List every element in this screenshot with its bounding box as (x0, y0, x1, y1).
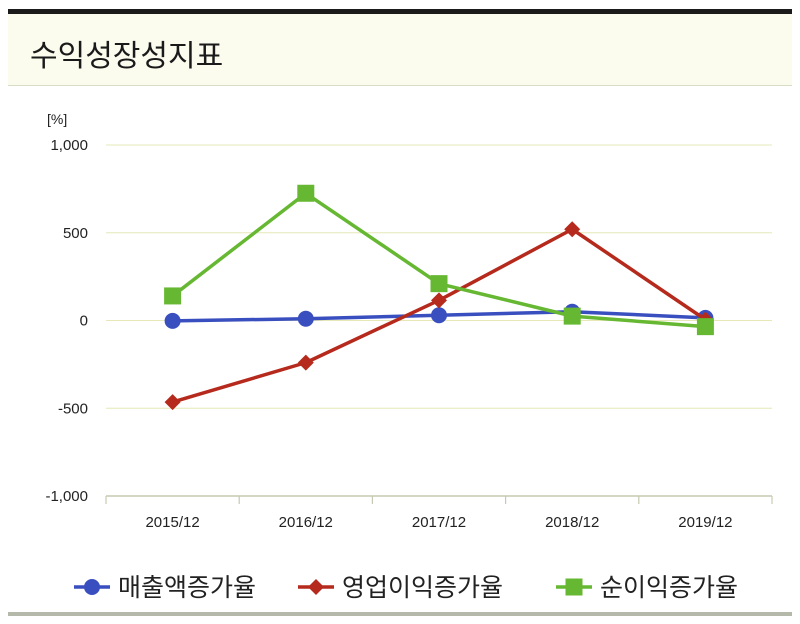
x-tick-label: 2017/12 (412, 514, 466, 531)
legend: 매출액증가율 영업이익증가율 순이익증가율 (74, 573, 738, 602)
legend-label: 매출액증가율 (118, 573, 256, 602)
series-2 (164, 221, 714, 411)
series-3 (164, 184, 714, 336)
y-tick-label: 0 (80, 313, 88, 330)
y-tick-label: 1,000 (50, 137, 88, 154)
legend-marker (565, 578, 583, 596)
x-tick-label: 2016/12 (279, 514, 333, 531)
data-point (431, 292, 447, 309)
data-point (563, 307, 581, 325)
y-unit-label: [%] (47, 111, 67, 127)
x-tick-labels: 2015/12 2016/12 2017/12 2018/12 2019/12 (145, 514, 732, 531)
legend-label: 순이익증가율 (600, 573, 738, 602)
series-group (164, 184, 714, 411)
x-tick-label: 2015/12 (145, 514, 199, 531)
y-tick-label: -500 (58, 400, 88, 417)
data-point (164, 394, 181, 411)
panel-header: 수익성장성지표 (8, 14, 792, 86)
legend-marker (84, 579, 100, 595)
data-point (564, 221, 581, 238)
panel-title: 수익성장성지표 (30, 39, 224, 74)
x-tick-label: 2018/12 (545, 514, 599, 531)
data-point (164, 287, 182, 305)
data-point (297, 354, 314, 371)
axes (105, 495, 773, 504)
data-point (431, 307, 447, 324)
top-rule (8, 9, 792, 14)
y-tick-label: 500 (63, 225, 88, 242)
legend-marker (308, 579, 324, 595)
legend-item: 순이익증가율 (556, 573, 738, 602)
legend-label: 영업이익증가율 (342, 573, 503, 602)
data-point (696, 318, 714, 336)
legend-item: 영업이익증가율 (298, 573, 503, 602)
y-tick-label: -1,000 (45, 488, 88, 505)
bottom-rule (8, 612, 792, 616)
legend-item: 매출액증가율 (74, 573, 256, 602)
data-point (430, 275, 448, 293)
data-point (297, 184, 315, 202)
data-point (164, 312, 181, 329)
x-tick-label: 2019/12 (678, 514, 732, 531)
data-point (297, 310, 314, 327)
y-tick-labels: 1,000 500 0 -500 -1,000 (45, 137, 88, 505)
